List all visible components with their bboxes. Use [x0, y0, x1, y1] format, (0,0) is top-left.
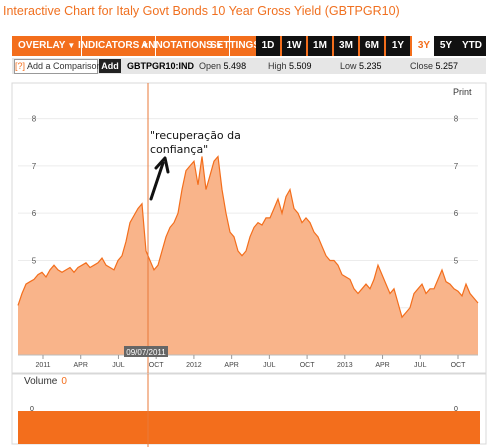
annotation-arrow-head	[154, 156, 170, 174]
y-tick-label-right: 8	[454, 115, 459, 124]
low-value: 5.235	[359, 61, 382, 71]
x-tick-label: JUL	[263, 362, 276, 369]
chart-toolbar: OVERLAY ▼ INDICATORS ▼ ANNOTATIONS ▼ SETTIN…	[12, 36, 486, 56]
close-quote: Close 5.257	[410, 58, 458, 74]
low-quote: Low 5.235	[340, 58, 382, 74]
y-tick-label-left: 8	[32, 115, 37, 124]
high-quote: High 5.509	[268, 58, 312, 74]
overlay-menu[interactable]: OVERLAY ▼	[12, 36, 83, 56]
range-3m-button[interactable]: 3M	[334, 36, 358, 56]
x-tick-label: 2011	[35, 362, 50, 369]
volume-value: 0	[61, 376, 67, 387]
high-label: High	[268, 61, 287, 71]
indicators-menu[interactable]: INDICATORS ▼	[72, 36, 157, 56]
close-value: 5.257	[435, 61, 459, 71]
print-link[interactable]: Print	[453, 87, 472, 97]
chevron-down-icon: ▼	[214, 41, 223, 50]
open-value: 5.498	[223, 61, 247, 71]
x-tick-label: OCT	[451, 362, 467, 369]
x-tick-label: OCT	[300, 362, 316, 369]
page-title: Interactive Chart for Italy Govt Bonds 1…	[3, 4, 400, 18]
crosshair-date-box	[124, 346, 168, 357]
x-tick-label: 2012	[186, 362, 202, 369]
price-area	[18, 156, 478, 355]
indicators-menu-label: INDICATORS	[78, 40, 140, 51]
x-tick-label: JUL	[414, 362, 427, 369]
y-tick-label-left: 5	[32, 256, 37, 265]
comparison-placeholder: Add a Comparison	[27, 61, 102, 71]
open-label: Open	[199, 61, 222, 71]
range-ytd-button[interactable]: YTD	[458, 36, 486, 56]
chevron-down-icon: ▼	[67, 41, 76, 50]
volume-axis-label-right: 0	[454, 406, 458, 413]
settings-menu-label: SETTINGS	[210, 40, 261, 51]
close-label: Close	[410, 61, 434, 71]
symbol-label: GBTPGR10:IND	[127, 61, 195, 71]
range-1y-button[interactable]: 1Y	[386, 36, 410, 56]
annotations-menu[interactable]: ANNOTATIONS ▼	[135, 36, 230, 56]
volume-bars	[18, 411, 480, 444]
y-tick-label-left: 7	[32, 162, 37, 171]
y-tick-label-right: 6	[454, 209, 459, 218]
x-tick-label: 2013	[337, 362, 353, 369]
y-tick-label-right: 5	[454, 256, 459, 265]
x-tick-label: APR	[375, 362, 389, 369]
range-5y-button[interactable]: 5Y	[434, 36, 458, 56]
high-value: 5.509	[289, 61, 312, 71]
y-tick-label-left: 6	[32, 209, 37, 218]
range-1w-button[interactable]: 1W	[282, 36, 306, 56]
range-1m-button[interactable]: 1M	[308, 36, 332, 56]
price-line	[17, 155, 479, 319]
open-quote: Open 5.498	[199, 58, 246, 74]
range-3y-button[interactable]: 3Y	[412, 36, 436, 56]
annotations-menu-label: ANNOTATIONS	[141, 40, 213, 51]
add-comparison-input[interactable]: [?] Add a Comparison	[14, 59, 102, 74]
volume-label: Volume 0	[24, 376, 67, 387]
annotation-text-line2: confiança"	[150, 143, 208, 156]
x-tick-label: APR	[224, 362, 238, 369]
y-tick-label-right: 7	[454, 162, 459, 171]
x-tick-label: JUL	[112, 362, 125, 369]
volume-axis-label-left: 0	[30, 406, 34, 413]
chevron-down-icon: ▼	[141, 41, 150, 50]
range-6m-button[interactable]: 6M	[360, 36, 384, 56]
volume-label-text: Volume	[24, 376, 58, 387]
x-tick-label: APR	[74, 362, 88, 369]
overlay-menu-label: OVERLAY	[18, 40, 66, 51]
annotation-arrow-shaft	[149, 161, 165, 201]
x-tick-label: OCT	[149, 362, 165, 369]
annotation-text-line1: "recuperação da	[150, 129, 241, 142]
quote-info-bar: Open 5.498 High 5.509 Low 5.235 Close 5.…	[12, 58, 486, 74]
help-icon[interactable]: [?]	[15, 61, 26, 71]
crosshair-date-label: 09/07/2011	[126, 348, 166, 357]
range-1d-button[interactable]: 1D	[256, 36, 280, 56]
low-label: Low	[340, 61, 357, 71]
add-comparison-button[interactable]: Add	[99, 59, 121, 73]
